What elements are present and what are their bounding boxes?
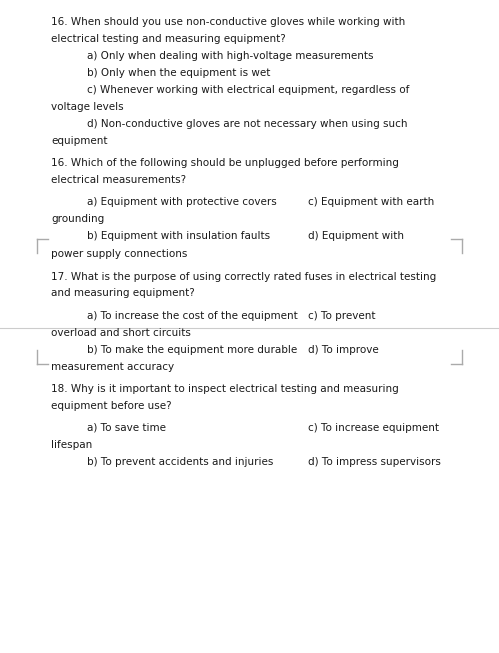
Text: d) To impress supervisors: d) To impress supervisors bbox=[308, 456, 441, 467]
Text: c) Whenever working with electrical equipment, regardless of: c) Whenever working with electrical equi… bbox=[87, 85, 410, 95]
Text: d) To improve: d) To improve bbox=[308, 345, 379, 355]
Text: 16. When should you use non-conductive gloves while working with: 16. When should you use non-conductive g… bbox=[51, 17, 405, 27]
Text: lifespan: lifespan bbox=[51, 439, 92, 450]
Text: voltage levels: voltage levels bbox=[51, 102, 124, 112]
Text: equipment before use?: equipment before use? bbox=[51, 400, 172, 411]
Text: measurement accuracy: measurement accuracy bbox=[51, 362, 174, 372]
Text: a) To increase the cost of the equipment: a) To increase the cost of the equipment bbox=[87, 311, 298, 321]
Text: b) To prevent accidents and injuries: b) To prevent accidents and injuries bbox=[87, 456, 273, 467]
Text: grounding: grounding bbox=[51, 214, 104, 224]
Text: electrical measurements?: electrical measurements? bbox=[51, 175, 186, 185]
Text: a) Only when dealing with high-voltage measurements: a) Only when dealing with high-voltage m… bbox=[87, 51, 374, 61]
Text: b) Equipment with insulation faults: b) Equipment with insulation faults bbox=[87, 231, 270, 241]
Text: power supply connections: power supply connections bbox=[51, 249, 187, 259]
Text: 18. Why is it important to inspect electrical testing and measuring: 18. Why is it important to inspect elect… bbox=[51, 383, 399, 394]
Text: c) To prevent: c) To prevent bbox=[308, 311, 376, 321]
Text: c) Equipment with earth: c) Equipment with earth bbox=[308, 197, 435, 207]
Text: and measuring equipment?: and measuring equipment? bbox=[51, 289, 195, 298]
Text: d) Equipment with: d) Equipment with bbox=[308, 231, 404, 241]
Text: 16. Which of the following should be unplugged before performing: 16. Which of the following should be unp… bbox=[51, 158, 399, 168]
Text: 17. What is the purpose of using correctly rated fuses in electrical testing: 17. What is the purpose of using correct… bbox=[51, 272, 436, 281]
Text: electrical testing and measuring equipment?: electrical testing and measuring equipme… bbox=[51, 34, 285, 44]
Text: c) To increase equipment: c) To increase equipment bbox=[308, 422, 440, 433]
Text: overload and short circuits: overload and short circuits bbox=[51, 328, 191, 338]
Text: equipment: equipment bbox=[51, 136, 107, 146]
Text: a) Equipment with protective covers: a) Equipment with protective covers bbox=[87, 197, 277, 207]
Text: d) Non-conductive gloves are not necessary when using such: d) Non-conductive gloves are not necessa… bbox=[87, 119, 408, 129]
Text: b) Only when the equipment is wet: b) Only when the equipment is wet bbox=[87, 68, 270, 78]
Text: a) To save time: a) To save time bbox=[87, 422, 166, 433]
Text: b) To make the equipment more durable: b) To make the equipment more durable bbox=[87, 345, 297, 355]
